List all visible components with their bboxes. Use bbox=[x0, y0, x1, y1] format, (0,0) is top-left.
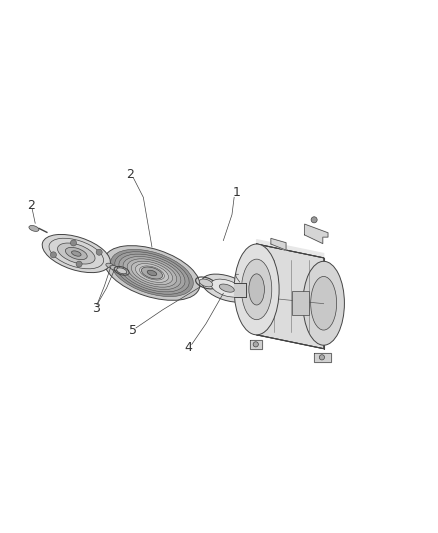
Ellipse shape bbox=[249, 274, 265, 305]
Ellipse shape bbox=[104, 246, 200, 300]
Ellipse shape bbox=[234, 244, 279, 335]
Ellipse shape bbox=[199, 279, 213, 287]
Ellipse shape bbox=[148, 271, 156, 276]
Ellipse shape bbox=[71, 251, 81, 256]
Text: 1: 1 bbox=[233, 187, 240, 199]
Ellipse shape bbox=[135, 263, 169, 282]
Ellipse shape bbox=[127, 259, 177, 287]
Ellipse shape bbox=[115, 252, 189, 294]
Polygon shape bbox=[271, 238, 286, 250]
Circle shape bbox=[311, 217, 317, 223]
Ellipse shape bbox=[119, 254, 185, 292]
Ellipse shape bbox=[110, 265, 118, 270]
Ellipse shape bbox=[241, 259, 272, 320]
Polygon shape bbox=[314, 353, 331, 361]
Ellipse shape bbox=[57, 243, 95, 264]
Ellipse shape bbox=[140, 266, 164, 280]
Circle shape bbox=[50, 252, 57, 258]
Text: 5: 5 bbox=[128, 324, 137, 337]
Circle shape bbox=[253, 342, 258, 347]
Ellipse shape bbox=[123, 256, 181, 289]
Ellipse shape bbox=[202, 274, 252, 302]
Ellipse shape bbox=[42, 235, 110, 272]
Ellipse shape bbox=[144, 268, 160, 278]
Circle shape bbox=[71, 240, 77, 246]
Ellipse shape bbox=[117, 268, 127, 274]
Polygon shape bbox=[257, 330, 324, 349]
Polygon shape bbox=[250, 340, 262, 349]
Ellipse shape bbox=[311, 277, 337, 330]
Text: 2: 2 bbox=[127, 168, 134, 181]
Polygon shape bbox=[257, 240, 324, 258]
Polygon shape bbox=[304, 224, 328, 244]
Ellipse shape bbox=[141, 267, 162, 279]
Circle shape bbox=[96, 249, 102, 255]
Ellipse shape bbox=[29, 225, 39, 231]
Ellipse shape bbox=[147, 270, 157, 276]
Polygon shape bbox=[257, 244, 324, 349]
Ellipse shape bbox=[106, 263, 114, 268]
Ellipse shape bbox=[211, 279, 243, 297]
Text: 2: 2 bbox=[27, 199, 35, 213]
Ellipse shape bbox=[111, 249, 193, 296]
Text: 3: 3 bbox=[92, 302, 100, 315]
Text: 4: 4 bbox=[185, 341, 193, 354]
Ellipse shape bbox=[131, 261, 173, 285]
Ellipse shape bbox=[303, 261, 344, 345]
Ellipse shape bbox=[219, 284, 234, 292]
Ellipse shape bbox=[65, 247, 87, 260]
FancyBboxPatch shape bbox=[292, 291, 309, 315]
Circle shape bbox=[76, 261, 82, 267]
Circle shape bbox=[319, 355, 325, 360]
